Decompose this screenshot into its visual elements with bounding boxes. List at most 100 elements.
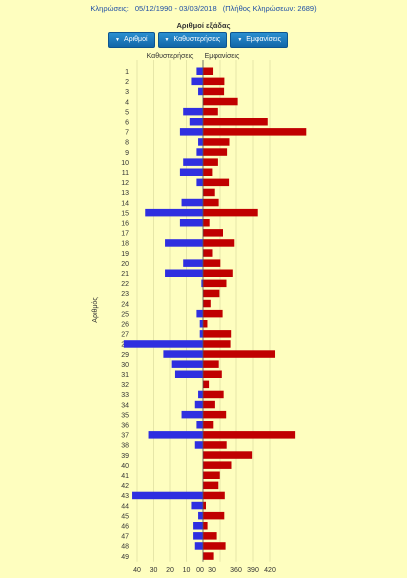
- x-tick-label: 40: [133, 567, 141, 574]
- delay-bar: [174, 370, 203, 378]
- appearance-bar: [203, 309, 223, 318]
- appearance-bar: [203, 219, 210, 227]
- appearance-bar: [203, 107, 218, 116]
- delay-bar: [191, 77, 203, 86]
- appearance-bar: [203, 239, 235, 247]
- delay-bar: [201, 279, 203, 288]
- delay-bar: [196, 67, 203, 75]
- appearance-bar: [203, 198, 219, 207]
- draw-range-header: Κληρώσεις: 05/12/1990 - 03/03/2018 (Πλήθ…: [0, 4, 407, 13]
- delay-bar: [199, 330, 203, 338]
- appearance-bar: [203, 208, 258, 217]
- appearance-bar: [203, 501, 206, 510]
- delay-bar: [132, 491, 203, 500]
- appearance-bar: [203, 451, 253, 459]
- appearance-bar: [203, 229, 223, 237]
- delays-column-label: Καθυστερήσεις: [147, 53, 194, 60]
- x-tick-label: 360: [230, 567, 242, 574]
- appearance-bar: [203, 340, 231, 348]
- category-label: 25: [121, 311, 129, 318]
- category-label: 36: [121, 423, 129, 430]
- category-label: 2: [125, 79, 129, 86]
- category-label: 19: [121, 251, 129, 258]
- appearance-bar: [203, 552, 214, 560]
- delay-bar: [165, 239, 203, 247]
- appearance-bar: [203, 138, 230, 146]
- appearance-bar: [203, 299, 211, 308]
- appearances-column-label: Εμφανίσεις: [205, 52, 240, 60]
- delay-bar: [165, 269, 203, 277]
- x-tick-label: 20: [166, 567, 174, 574]
- appearance-bar: [203, 441, 227, 449]
- delay-bar: [183, 158, 203, 166]
- category-label: 17: [121, 231, 129, 238]
- category-label: 11: [122, 170, 129, 177]
- delay-bar: [148, 431, 203, 439]
- category-label: 32: [121, 382, 129, 389]
- sort-by-appearances-button[interactable]: ▼ Εμφανίσεις: [230, 32, 288, 48]
- category-label: 27: [121, 332, 129, 339]
- x-tick-label: 420: [264, 567, 276, 574]
- category-label: 21: [121, 271, 129, 278]
- appearance-bar: [203, 269, 233, 277]
- draws-count: (Πλήθος Κληρώσεων: 2689): [222, 4, 317, 13]
- sort-by-number-button[interactable]: ▼ Αριθμοί: [108, 32, 155, 48]
- delay-bar: [198, 138, 203, 146]
- category-label: 9: [125, 150, 129, 157]
- appearance-bar: [203, 320, 208, 328]
- delay-bar: [163, 350, 203, 358]
- sort-by-delays-button[interactable]: ▼ Καθυστερήσεις: [157, 32, 228, 48]
- category-label: 3: [125, 89, 129, 96]
- delay-bar: [198, 390, 203, 399]
- appearance-bar: [203, 390, 224, 399]
- appearance-bar: [203, 461, 232, 469]
- category-label: 22: [121, 281, 129, 288]
- appearance-bar: [203, 249, 213, 257]
- delay-bar: [123, 340, 203, 348]
- delay-bar: [181, 198, 203, 207]
- appearance-bar: [203, 370, 222, 378]
- sort-arrow-icon: ▼: [115, 37, 120, 43]
- category-label: 48: [121, 544, 129, 551]
- delay-bar: [194, 400, 203, 409]
- category-label: 40: [121, 463, 129, 470]
- delay-bar: [179, 168, 203, 176]
- appearance-bar: [203, 118, 268, 126]
- appearance-bar: [203, 380, 210, 389]
- category-label: 14: [121, 200, 129, 207]
- category-label: 30: [121, 362, 129, 369]
- category-label: 45: [121, 513, 129, 520]
- category-label: 34: [121, 402, 129, 409]
- y-axis-label: Αριθμός: [91, 297, 99, 323]
- category-label: 4: [125, 99, 129, 106]
- category-label: 35: [121, 412, 129, 419]
- delay-bar: [196, 309, 203, 318]
- category-label: 49: [121, 554, 129, 561]
- delay-bar: [183, 259, 203, 267]
- appearance-bar: [203, 128, 307, 136]
- x-tick-label: 10: [183, 567, 191, 574]
- category-label: 1: [125, 69, 129, 76]
- category-label: 23: [121, 291, 129, 298]
- sort-by-appearances-label: Εμφανίσεις: [246, 36, 281, 43]
- category-label: 26: [121, 322, 129, 329]
- appearance-bar: [203, 421, 214, 429]
- appearance-bar: [203, 87, 225, 96]
- category-label: 29: [121, 352, 129, 359]
- appearance-bar: [203, 188, 215, 197]
- appearance-bar: [203, 522, 208, 530]
- delay-bar: [189, 118, 203, 126]
- appearance-bar: [203, 259, 221, 267]
- appearance-bar: [203, 400, 215, 409]
- delay-bar: [196, 421, 203, 429]
- category-label: 31: [121, 372, 129, 379]
- x-tick-label: 390: [247, 567, 259, 574]
- sort-by-number-label: Αριθμοί: [123, 36, 148, 43]
- delay-bar: [179, 128, 203, 136]
- category-label: 20: [121, 261, 129, 268]
- delay-bar: [198, 87, 203, 96]
- appearance-bar: [203, 511, 225, 520]
- appearance-bar: [203, 158, 218, 166]
- category-label: 6: [125, 120, 129, 127]
